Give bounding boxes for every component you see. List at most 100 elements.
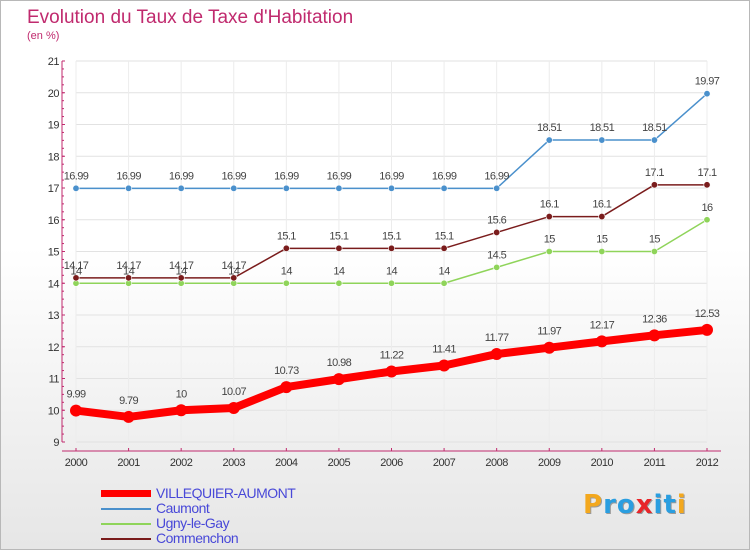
data-point [72,184,80,192]
data-label: 14.17 [169,260,194,272]
data-label: 14 [439,265,451,277]
y-tick-label: 21 [48,56,60,68]
data-label: 14 [123,265,135,277]
data-label: 16.99 [327,170,352,182]
data-label: 9.79 [119,395,138,407]
data-label: 12.53 [695,308,720,320]
y-tick-label: 18 [48,151,60,163]
data-point [598,136,606,144]
data-label: 18.51 [642,122,667,134]
data-label: 16 [701,202,713,214]
data-label: 10 [176,388,188,400]
data-label: 15.1 [329,230,348,242]
data-point [545,248,553,256]
y-tick-label: 9 [53,437,59,449]
data-label: 16.1 [592,199,611,211]
data-label: 14.17 [116,260,141,272]
x-tick-label: 2009 [538,457,561,469]
data-point [335,244,343,252]
data-label: 14.17 [64,260,89,272]
x-tick-label: 2001 [117,457,140,469]
data-point [598,248,606,256]
data-point [387,279,395,287]
data-point [543,341,556,354]
data-label: 10.98 [327,357,352,369]
y-tick-label: 17 [48,183,60,195]
legend-swatch-caumont [101,508,151,510]
data-point [125,274,133,282]
x-tick-label: 2012 [696,457,719,469]
data-point [493,228,501,236]
x-tick-label: 2011 [644,457,666,469]
logo-letter: r [603,490,617,520]
data-label: 18.51 [590,122,615,134]
data-label: 16.99 [221,170,246,182]
legend-label-ugny-le-gay: Ugny-le-Gay [156,515,230,531]
data-label: 15.1 [382,230,401,242]
data-label: 14.5 [487,249,506,261]
x-tick-label: 2005 [328,457,351,469]
data-point [282,279,290,287]
data-label: 14 [281,265,293,277]
logo-letter: o [616,490,636,520]
legend-swatch-ugny-le-gay [101,523,151,525]
data-label: 12.36 [642,313,667,325]
x-tick-label: 2002 [170,457,193,469]
data-label: 11.22 [380,350,404,362]
x-tick-label: 2006 [380,457,403,469]
data-point [387,184,395,192]
data-label: 16.99 [432,170,457,182]
y-tick-label: 11 [49,374,60,386]
data-point [490,348,503,361]
logo-letter: i [676,490,687,520]
data-point [385,365,398,378]
data-point [493,184,501,192]
data-label: 10.07 [221,386,246,398]
data-point [227,402,240,415]
y-tick-label: 15 [48,247,60,259]
data-point [177,184,185,192]
data-label: 16.99 [484,170,509,182]
y-tick-label: 14 [48,278,60,290]
y-tick-label: 13 [48,310,60,322]
y-tick-label: 12 [48,342,60,354]
data-label: 12.17 [590,319,615,331]
x-tick-label: 2008 [485,457,508,469]
x-tick-label: 2004 [275,457,298,469]
data-point [545,136,553,144]
data-label: 9.99 [66,389,85,401]
data-label: 17.1 [645,167,664,179]
logo-letter: P [583,490,604,520]
data-point [387,244,395,252]
data-label: 14 [70,265,82,277]
logo-letter: x [635,490,654,520]
data-point [598,213,606,221]
data-label: 10.73 [274,365,299,377]
data-label: 15 [596,234,608,246]
data-point [440,184,448,192]
data-label: 15.1 [277,230,296,242]
y-tick-label: 10 [48,405,60,417]
data-label: 15.6 [487,214,506,226]
chart-subtitle: (en %) [27,30,60,42]
data-point [175,404,188,417]
data-label: 15 [544,234,556,246]
data-label: 18.51 [537,122,562,134]
data-label: 16.1 [540,199,559,211]
data-label: 15.1 [435,230,454,242]
data-point [282,184,290,192]
y-tick-label: 16 [48,215,60,227]
data-point [648,329,661,342]
chart-title: Evolution du Taux de Taxe d'Habitation [27,7,354,28]
data-label: 17.1 [697,167,716,179]
logo-letter: i [653,490,664,520]
data-label: 14 [386,265,398,277]
proxiti-logo: Proxiti [583,490,687,520]
data-label: 16.99 [64,170,89,182]
data-point [703,181,711,189]
data-point [650,136,658,144]
data-point [703,216,711,224]
legend-label-villequier-aumont: VILLEQUIER-AUMONT [156,485,296,501]
